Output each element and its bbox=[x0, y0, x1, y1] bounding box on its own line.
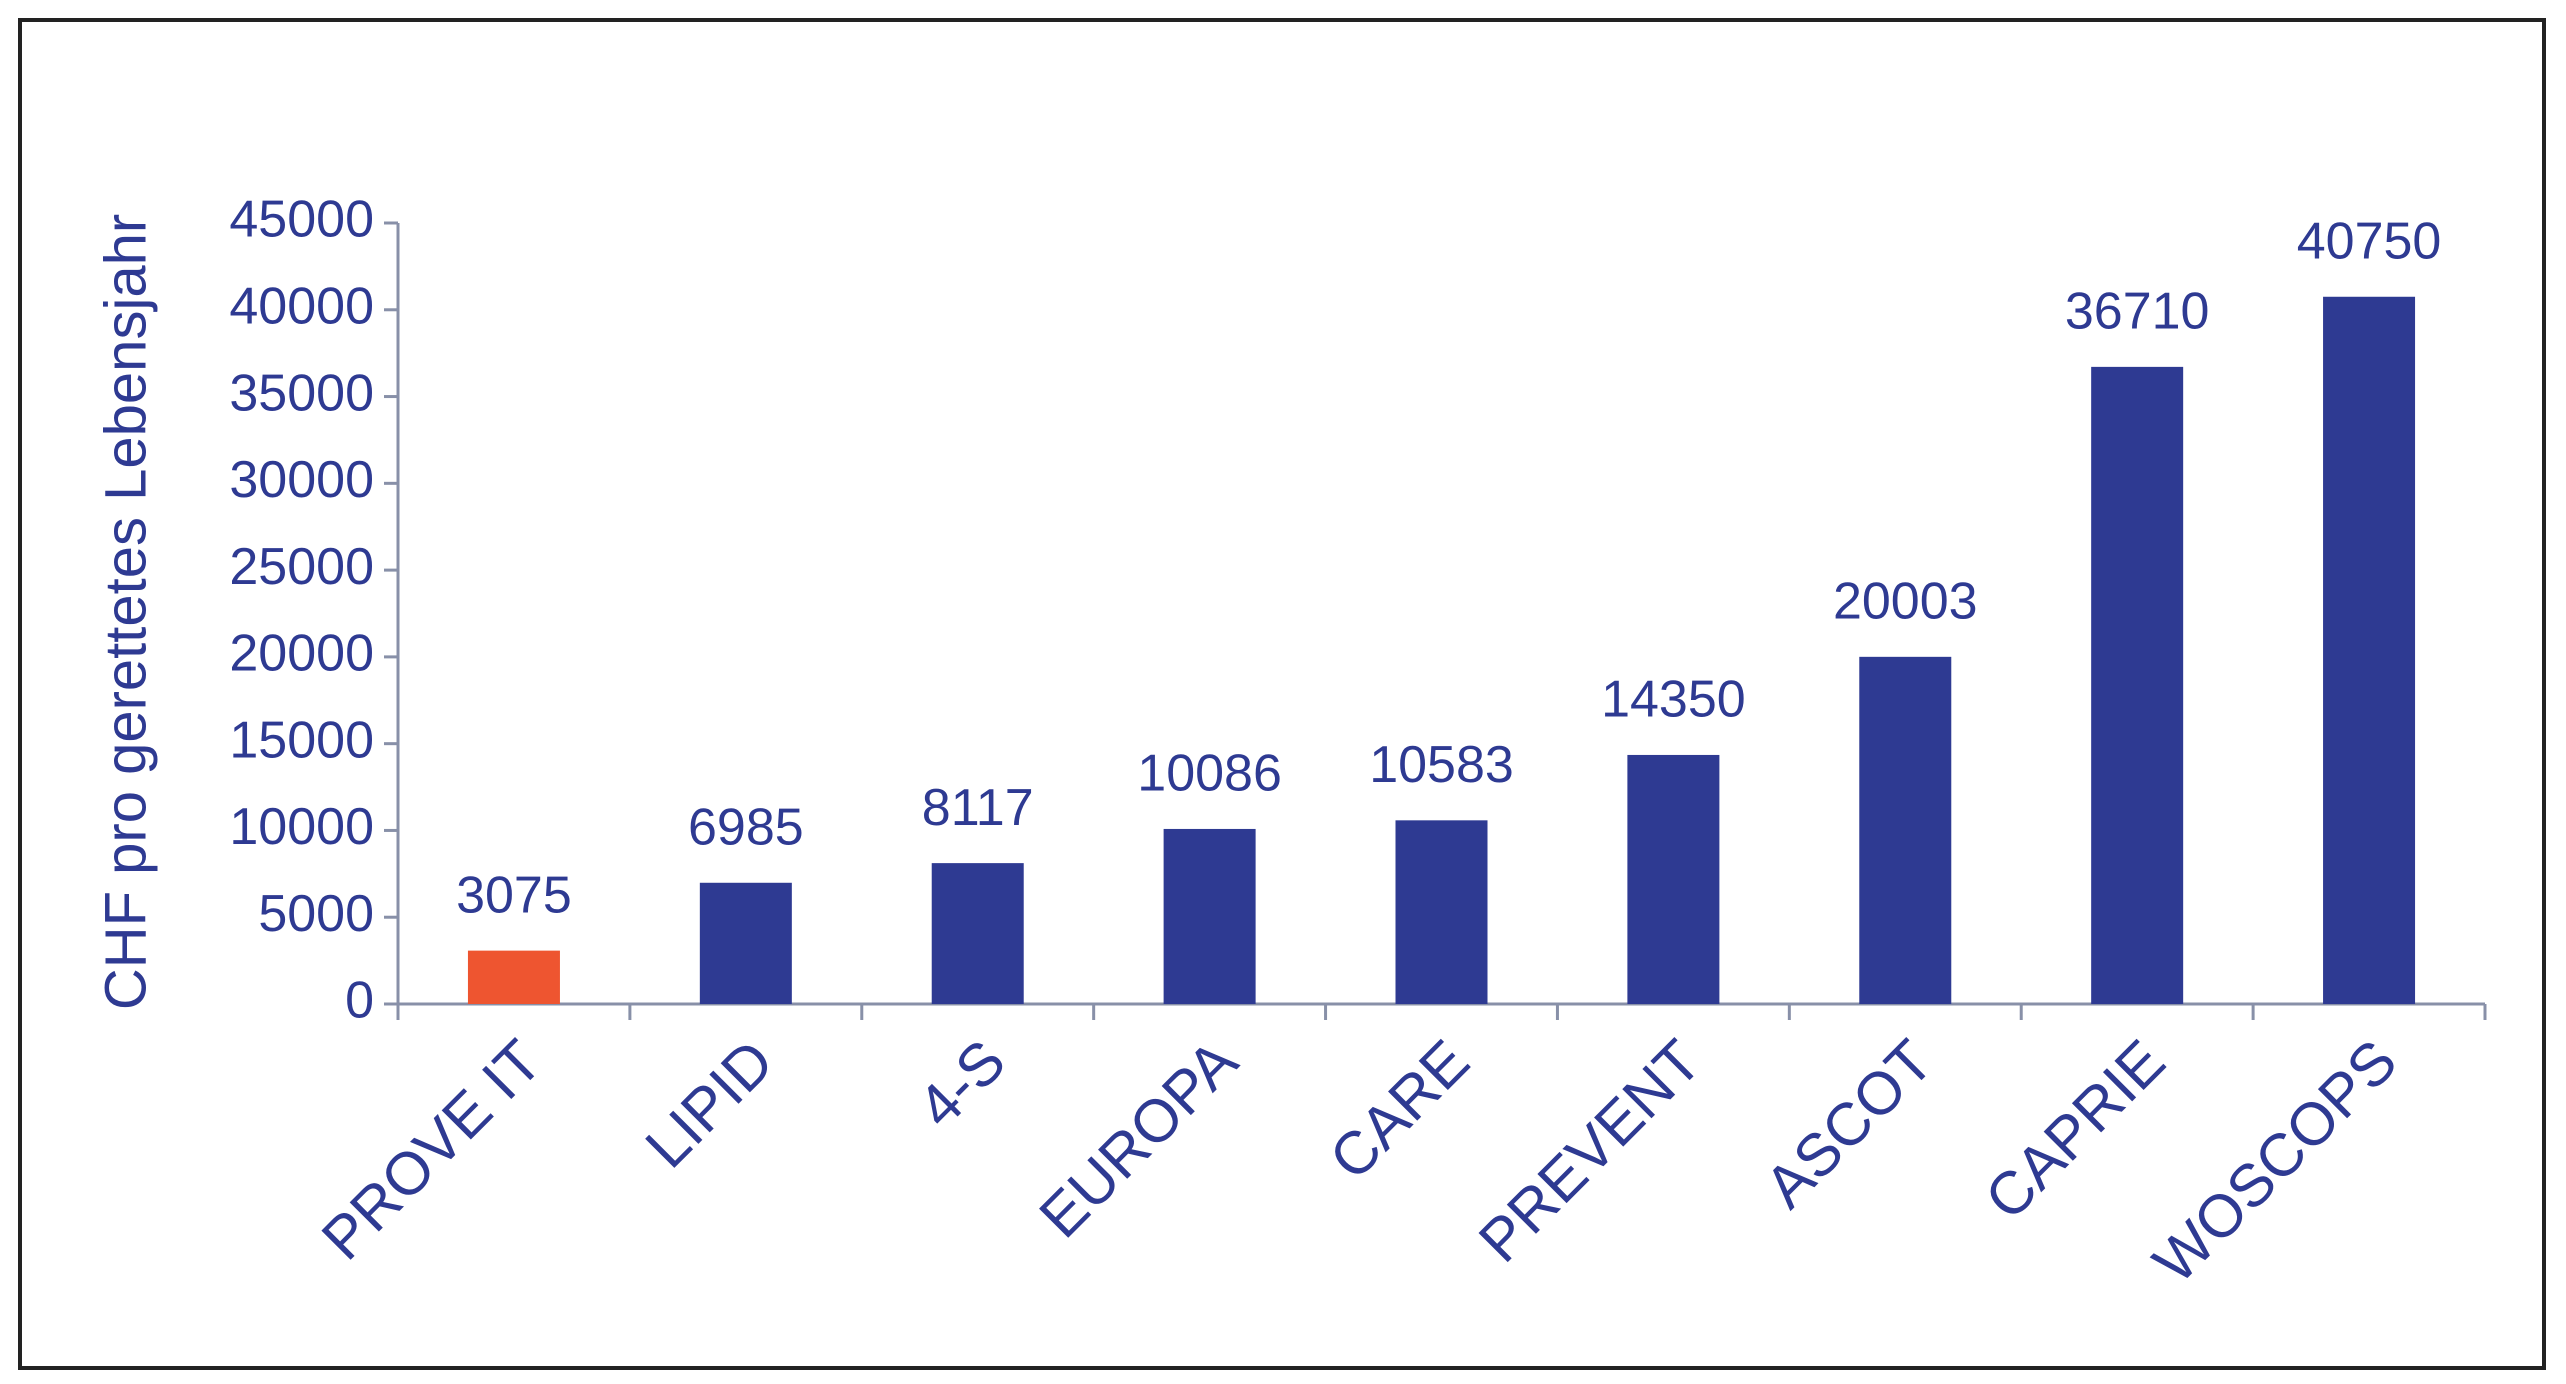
value-label: 8117 bbox=[922, 779, 1034, 837]
x-tick-label: EUROPA bbox=[1027, 1027, 1250, 1250]
value-label: 40750 bbox=[2297, 212, 2442, 270]
y-tick-label: 0 bbox=[345, 972, 374, 1030]
x-tick-label: ASCOT bbox=[1752, 1027, 1946, 1221]
bar bbox=[1163, 828, 1256, 1004]
y-tick-label: 15000 bbox=[229, 711, 374, 769]
frame bbox=[18, 18, 2546, 1370]
value-label: 10583 bbox=[1369, 736, 1514, 794]
bar bbox=[467, 950, 560, 1004]
bar bbox=[1395, 820, 1488, 1004]
x-tick-label: LIPID bbox=[633, 1027, 786, 1180]
bar bbox=[2091, 366, 2184, 1004]
x-tick-label: CAPRIE bbox=[1972, 1027, 2177, 1232]
x-tick-label: 4-S bbox=[905, 1027, 1018, 1140]
bar bbox=[699, 882, 792, 1004]
y-tick-label: 45000 bbox=[229, 191, 374, 249]
bar bbox=[931, 863, 1024, 1004]
y-tick-label: 10000 bbox=[229, 798, 374, 856]
bar bbox=[1859, 656, 1952, 1004]
value-label: 10086 bbox=[1137, 745, 1282, 803]
x-tick-label: CARE bbox=[1317, 1027, 1482, 1192]
y-tick-label: 20000 bbox=[229, 625, 374, 683]
y-tick-label: 25000 bbox=[229, 538, 374, 596]
y-axis-label: CHF pro gerettetes Lebensjahr bbox=[93, 214, 158, 1010]
value-label: 3075 bbox=[456, 866, 572, 924]
value-label: 36710 bbox=[2065, 283, 2210, 341]
y-tick-label: 5000 bbox=[258, 885, 374, 943]
x-tick-label: PREVENT bbox=[1466, 1027, 1714, 1275]
value-label: 6985 bbox=[688, 799, 804, 857]
y-tick-label: 30000 bbox=[229, 451, 374, 509]
bar bbox=[1627, 754, 1720, 1004]
x-tick-label: PROVE IT bbox=[309, 1027, 554, 1272]
y-tick-label: 40000 bbox=[229, 278, 374, 336]
value-label: 14350 bbox=[1601, 671, 1746, 729]
y-tick-label: 35000 bbox=[229, 364, 374, 422]
x-tick-label: WOSCOPS bbox=[2140, 1027, 2409, 1296]
value-label: 20003 bbox=[1833, 573, 1978, 631]
bar bbox=[2323, 296, 2416, 1004]
